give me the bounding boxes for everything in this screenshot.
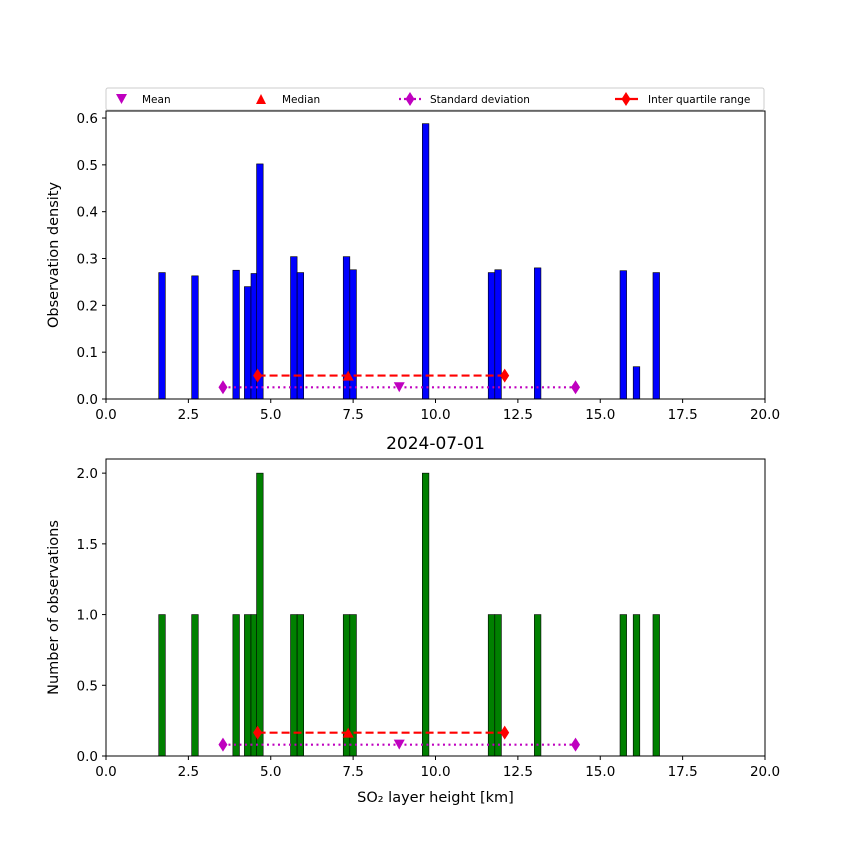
bar-1	[191, 275, 199, 400]
x-tick-label-1: 2.5	[178, 407, 199, 423]
bar-14	[619, 270, 627, 400]
bar-3	[244, 614, 252, 757]
x-tick-label-1: 2.5	[178, 764, 199, 780]
x-tick-label-0: 0.0	[95, 407, 116, 423]
bar-16	[652, 614, 660, 757]
triangle-up-icon	[256, 94, 266, 104]
y-tick-label-6: 0.6	[77, 111, 98, 127]
bar-1	[191, 614, 199, 757]
y-tick-label-2: 0.2	[77, 298, 98, 314]
legend-label-median: Median	[282, 94, 320, 106]
bar-14	[619, 614, 627, 757]
x-tick-label-5: 12.5	[503, 407, 533, 423]
bar-15	[632, 366, 641, 400]
triangle-down-icon	[116, 94, 127, 104]
x-tick-label-7: 17.5	[668, 407, 698, 423]
bar-6	[290, 614, 298, 757]
iqr-marker-0	[253, 368, 263, 383]
y-axis-label: Number of observations	[46, 520, 62, 695]
bar-7	[296, 614, 304, 757]
median-marker	[342, 727, 354, 738]
diamond-icon	[621, 92, 631, 106]
legend-entry-median: Median	[256, 94, 320, 106]
mean-marker	[393, 739, 405, 750]
y-tick-label-3: 0.3	[77, 252, 98, 268]
legend-label-iqr: Inter quartile range	[648, 94, 750, 106]
y-tick-label-4: 0.4	[77, 205, 98, 221]
bottom-panel: 0.0 2.5 5.0 7.5 10.0 12.5 15.0 17.5 20.0 0.0 0.5 1.…	[46, 434, 780, 806]
y-tick-label-3: 1.5	[77, 537, 98, 553]
iqr-marker-1	[500, 725, 510, 740]
y-tick-label-4: 2.0	[77, 466, 98, 482]
std-marker-0	[218, 380, 228, 395]
x-tick-label-3: 7.5	[342, 407, 363, 423]
x-axis-label: SO₂ layer height [km]	[357, 790, 514, 806]
bar-10	[422, 472, 430, 757]
bar-2	[232, 269, 240, 400]
x-tick-label-4: 10.0	[420, 407, 450, 423]
bar-0	[158, 272, 166, 400]
iqr-marker-0	[253, 725, 263, 740]
bar-0	[158, 614, 166, 757]
bar-7	[296, 272, 304, 400]
legend-label-std: Standard deviation	[430, 94, 530, 106]
bar-13	[534, 267, 542, 400]
bar-6	[290, 256, 298, 400]
bar-3	[244, 286, 252, 400]
y-tick-label-0: 0.0	[77, 392, 98, 408]
legend-label-mean: Mean	[142, 94, 171, 106]
bar-15	[632, 614, 641, 757]
legend-entry-iqr: Inter quartile range	[615, 92, 750, 106]
x-tick-label-8: 20.0	[750, 764, 780, 780]
median-marker	[342, 370, 354, 381]
chart-title: 2024-07-01	[386, 434, 485, 454]
y-tick-label-2: 1.0	[77, 608, 98, 624]
bar-5	[256, 472, 264, 757]
x-tick-label-5: 12.5	[503, 764, 533, 780]
y-tick-label-1: 0.5	[77, 678, 98, 694]
x-tick-label-2: 5.0	[260, 407, 281, 423]
axes-frame	[105, 110, 766, 400]
y-axis-label: Observation density	[46, 182, 62, 328]
x-tick-label-6: 15.0	[585, 407, 615, 423]
legend-entry-std: Standard deviation	[399, 92, 530, 106]
axes-frame	[105, 458, 766, 757]
mean-marker	[393, 382, 405, 393]
y-tick-label-0: 0.0	[77, 749, 98, 765]
bar-16	[652, 272, 660, 400]
std-marker-1	[571, 737, 581, 752]
x-tick-label-6: 15.0	[585, 764, 615, 780]
bar-5	[256, 163, 264, 400]
y-tick-label-1: 0.1	[77, 345, 98, 361]
std-marker-1	[571, 380, 581, 395]
x-tick-label-7: 17.5	[668, 764, 698, 780]
legend-entry-mean: Mean	[116, 94, 171, 106]
std-marker-0	[218, 737, 228, 752]
y-tick-label-5: 0.5	[77, 158, 98, 174]
x-tick-label-4: 10.0	[420, 764, 450, 780]
bar-2	[232, 614, 240, 757]
bar-10	[422, 123, 430, 400]
bar-13	[534, 614, 542, 757]
x-tick-label-3: 7.5	[342, 764, 363, 780]
top-panel: 0.0 2.5 5.0 7.5 10.0 12.5 15.0 17.5 20.0 0.0 0.1 0.…	[46, 110, 780, 423]
x-tick-label-8: 20.0	[750, 407, 780, 423]
bar-11	[487, 614, 496, 757]
diamond-icon	[405, 92, 415, 106]
bar-12	[494, 614, 502, 757]
x-tick-label-0: 0.0	[95, 764, 116, 780]
iqr-marker-1	[500, 368, 510, 383]
bar-12	[494, 269, 502, 400]
x-tick-label-2: 5.0	[260, 764, 281, 780]
legend: Mean Median Standard deviation Inter qua…	[105, 87, 765, 111]
legend-frame	[105, 87, 765, 111]
bar-11	[487, 272, 496, 400]
